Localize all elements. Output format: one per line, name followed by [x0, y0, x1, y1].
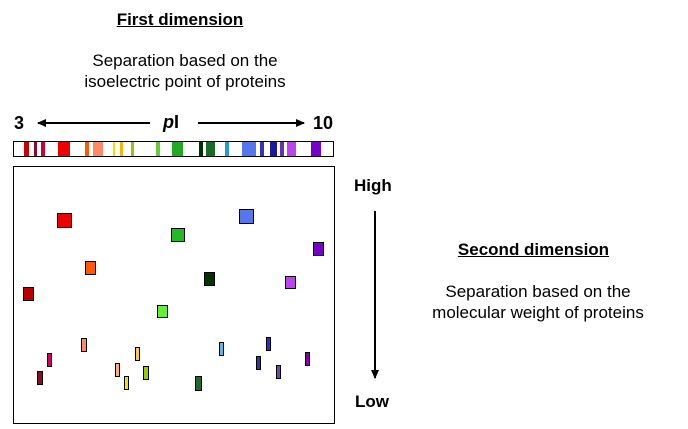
protein-spot	[313, 242, 324, 256]
strip-band	[93, 142, 103, 156]
protein-spot	[195, 376, 202, 391]
protein-spot	[135, 347, 140, 361]
strip-band	[120, 142, 123, 156]
second-dimension-description-line1: Separation based on the	[445, 282, 631, 301]
first-dimension-description-line1: Separation based on the	[92, 51, 278, 70]
second-dimension-description: Separation based on the molecular weight…	[393, 281, 683, 323]
strip-band	[270, 142, 277, 156]
strip-band	[131, 142, 134, 156]
protein-spot	[219, 342, 224, 356]
first-dimension-description: Separation based on the isoelectric poin…	[40, 50, 330, 92]
mw-low-label: Low	[355, 392, 389, 411]
protein-spot	[85, 261, 96, 275]
second-dimension-title: Second dimension	[457, 240, 610, 259]
protein-spot	[81, 338, 87, 352]
pi-axis-min-label: 3	[14, 113, 25, 133]
protein-spot	[171, 228, 185, 242]
second-dimension-description-line2: molecular weight of proteins	[432, 303, 644, 322]
strip-band	[225, 142, 229, 156]
protein-spot	[276, 365, 281, 379]
strip-band	[199, 142, 203, 156]
strip-band	[24, 142, 29, 156]
pi-axis-label-italic: p	[163, 112, 174, 132]
strip-band	[242, 142, 256, 156]
strip-band	[287, 142, 296, 156]
strip-band	[280, 142, 284, 156]
protein-spot	[23, 287, 34, 301]
pi-axis-label-rest: I	[174, 112, 180, 132]
protein-spot	[115, 363, 120, 377]
protein-spot	[57, 213, 72, 228]
protein-spot	[285, 276, 296, 289]
protein-spot	[157, 305, 168, 318]
first-dimension-description-line2: isoelectric point of proteins	[84, 72, 286, 91]
protein-spot	[256, 356, 261, 370]
pi-axis-max-label: 10	[313, 113, 334, 133]
protein-spot	[305, 352, 310, 366]
first-dimension-title: First dimension	[116, 10, 244, 29]
protein-spot	[37, 371, 43, 385]
protein-spot	[266, 337, 271, 351]
strip-band	[206, 142, 215, 156]
strip-band	[34, 142, 37, 156]
strip-band	[85, 142, 89, 156]
protein-spot	[124, 376, 129, 390]
protein-spot	[239, 209, 254, 224]
pi-axis-label: pI	[163, 112, 179, 133]
strip-band	[58, 142, 70, 156]
strip-band	[260, 142, 264, 156]
protein-spot	[204, 272, 215, 286]
protein-spot	[143, 366, 149, 380]
mw-high-label: High	[354, 176, 392, 195]
strip-band	[172, 142, 183, 156]
strip-band	[311, 142, 321, 156]
protein-spot	[47, 353, 52, 367]
strip-band	[41, 142, 45, 156]
ief-strip	[13, 141, 334, 157]
gel	[13, 166, 335, 424]
strip-band	[156, 142, 160, 156]
strip-band	[113, 142, 115, 156]
